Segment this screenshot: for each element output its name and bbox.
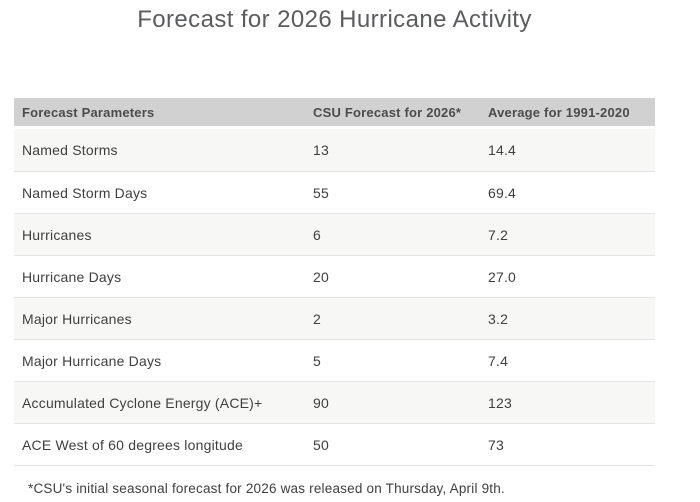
cell-average: 27.0: [488, 268, 517, 285]
cell-average: 3.2: [488, 310, 509, 327]
table-body: Named Storms 13 14.4 Named Storm Days 55…: [14, 129, 655, 466]
cell-csu-forecast: 20: [313, 268, 329, 285]
table-row: Named Storm Days 55 69.4: [14, 171, 655, 213]
table-row: Hurricane Days 20 27.0: [14, 255, 655, 297]
cell-forecast-parameter: Named Storms: [22, 142, 118, 158]
table-row: Accumulated Cyclone Energy (ACE)+ 90 123: [14, 381, 655, 423]
table-row: Major Hurricane Days 5 7.4: [14, 339, 655, 381]
column-header-csu-forecast-2026: CSU Forecast for 2026*: [313, 104, 462, 120]
cell-forecast-parameter: Major Hurricane Days: [22, 352, 162, 369]
table-header-row: Forecast Parameters CSU Forecast for 202…: [14, 98, 655, 126]
cell-csu-forecast: 50: [313, 436, 329, 453]
page-title: Forecast for 2026 Hurricane Activity: [137, 6, 532, 33]
column-header-average-1991-2020: Average for 1991-2020: [488, 104, 630, 120]
cell-forecast-parameter: Hurricane Days: [22, 268, 122, 285]
cell-csu-forecast: 6: [313, 226, 321, 243]
cell-average: 123: [488, 394, 512, 411]
cell-average: 73: [488, 436, 504, 453]
table-row: ACE West of 60 degrees longitude 50 73: [14, 423, 655, 465]
cell-forecast-parameter: Hurricanes: [22, 226, 92, 243]
column-header-forecast-parameters: Forecast Parameters: [22, 104, 155, 120]
cell-csu-forecast: 55: [313, 184, 329, 201]
cell-forecast-parameter: ACE West of 60 degrees longitude: [22, 436, 243, 453]
cell-average: 69.4: [488, 184, 517, 201]
hurricane-forecast-table: Forecast Parameters CSU Forecast for 202…: [14, 98, 655, 466]
table-row: Named Storms 13 14.4: [14, 129, 655, 171]
cell-average: 7.4: [488, 352, 509, 369]
cell-forecast-parameter: Named Storm Days: [22, 184, 148, 201]
table-row: Hurricanes 6 7.2: [14, 213, 655, 255]
cell-csu-forecast: 13: [313, 142, 329, 158]
cell-average: 14.4: [488, 142, 517, 158]
cell-csu-forecast: 5: [313, 352, 321, 369]
cell-forecast-parameter: Accumulated Cyclone Energy (ACE)+: [22, 394, 263, 411]
table-row: Major Hurricanes 2 3.2: [14, 297, 655, 339]
cell-csu-forecast: 90: [313, 394, 329, 411]
footnote: *CSU's initial seasonal forecast for 202…: [28, 481, 505, 496]
cell-csu-forecast: 2: [313, 310, 321, 327]
cell-forecast-parameter: Major Hurricanes: [22, 310, 132, 327]
cell-average: 7.2: [488, 226, 509, 243]
